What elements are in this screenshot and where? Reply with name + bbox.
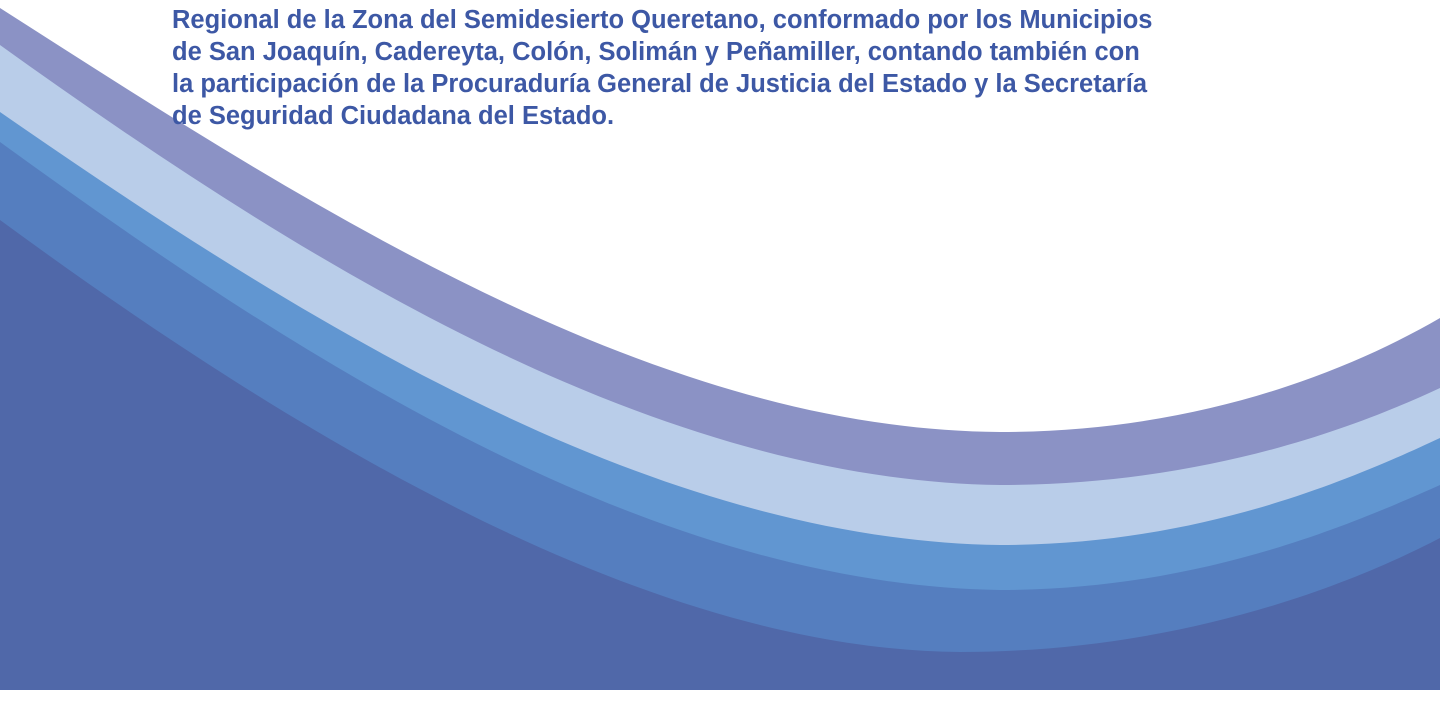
paragraph: Regional de la Zona del Semidesierto Que… — [172, 4, 1152, 132]
text-line: de Seguridad Ciudadana del Estado. — [172, 100, 1152, 132]
text-line: la participación de la Procuraduría Gene… — [172, 68, 1152, 100]
text-line: de San Joaquín, Cadereyta, Colón, Solimá… — [172, 36, 1152, 68]
page: Regional de la Zona del Semidesierto Que… — [0, 0, 1450, 702]
text-line: Regional de la Zona del Semidesierto Que… — [172, 4, 1152, 36]
